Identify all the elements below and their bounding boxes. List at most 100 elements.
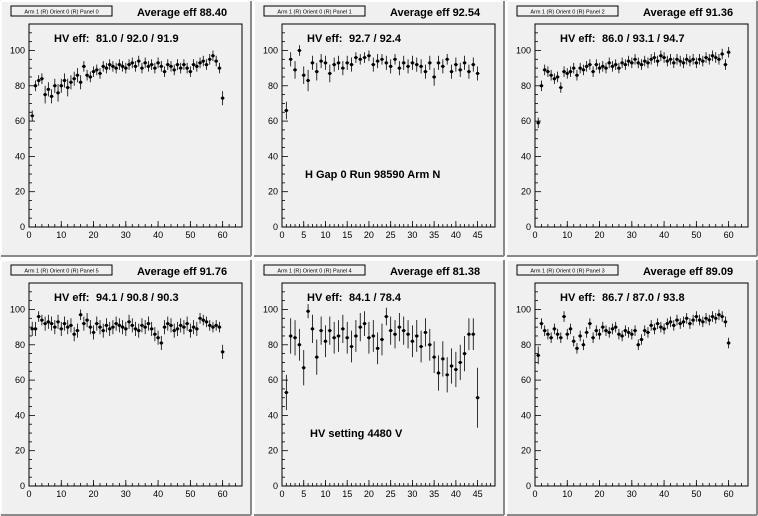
data-point (397, 325, 401, 329)
data-point (156, 336, 160, 340)
y-tick-label: 80 (268, 340, 278, 350)
x-tick-label: 0 (532, 489, 537, 499)
data-point (111, 325, 115, 329)
y-tick-label: 20 (268, 446, 278, 456)
data-point (630, 61, 634, 65)
data-point (617, 66, 621, 70)
data-point (572, 339, 576, 343)
x-tick-label: 35 (429, 489, 439, 499)
data-point (104, 66, 109, 70)
data-point (53, 84, 57, 88)
data-point (639, 337, 644, 342)
data-point (714, 55, 718, 60)
data-point (49, 94, 54, 98)
x-tick-label: 0 (279, 230, 284, 240)
data-point (362, 55, 367, 60)
hv-eff-label: HV eff: (560, 292, 595, 304)
panel-2: Arm 1 (R) Orient 0 (R) Panel 2 Average ef… (506, 0, 758, 257)
hv-eff-values: 86.0 / 93.1 / 94.7 (602, 33, 685, 45)
data-point (415, 63, 419, 67)
panel-4: Arm 1 (R) Orient 0 (R) Panel 4 Average ef… (253, 259, 505, 516)
data-point (701, 320, 705, 324)
y-tick-label: 100 (516, 45, 531, 55)
hv-eff-label: HV eff: (560, 33, 595, 45)
data-point (162, 325, 167, 329)
data-point (336, 61, 341, 65)
data-point (62, 78, 67, 83)
data-point (720, 52, 724, 56)
data-point (681, 320, 686, 324)
data-point (108, 63, 112, 67)
x-tick-label: 40 (153, 230, 163, 240)
data-point (717, 57, 721, 61)
data-point (714, 316, 718, 320)
data-point (380, 57, 384, 61)
x-tick-label: 20 (364, 230, 374, 240)
data-point (610, 64, 615, 68)
data-point (668, 57, 673, 61)
x-tick-label: 50 (185, 489, 195, 499)
data-point (166, 63, 170, 67)
data-point (214, 59, 218, 63)
data-point (552, 77, 556, 81)
data-point (349, 63, 354, 67)
data-point (685, 57, 689, 61)
panel-tag: Arm 1 (R) Orient 0 (R) Panel 3 (530, 268, 604, 274)
data-point (354, 55, 358, 60)
data-point (284, 390, 288, 395)
data-point (445, 373, 449, 377)
x-tick-label: 0 (532, 230, 537, 240)
data-point (172, 329, 176, 333)
data-point (546, 70, 550, 74)
data-point (717, 313, 721, 317)
data-point (471, 63, 475, 67)
y-tick-label: 60 (268, 116, 278, 126)
data-point (33, 327, 38, 331)
y-tick-label: 80 (15, 340, 25, 350)
data-point (323, 61, 328, 65)
y-tick-label: 0 (20, 222, 25, 232)
data-point (723, 320, 728, 324)
data-point (659, 325, 663, 329)
data-point (130, 61, 134, 65)
data-point (306, 309, 310, 313)
y-tick-label: 20 (521, 446, 531, 456)
data-point (704, 55, 708, 60)
data-point (328, 329, 332, 333)
data-point (332, 336, 336, 340)
data-point (685, 316, 689, 320)
data-point (349, 344, 354, 349)
data-point (467, 70, 471, 74)
data-point (376, 346, 380, 350)
x-tick-label: 40 (659, 489, 669, 499)
panel-tag: Arm 1 (R) Orient 0 (R) Panel 2 (530, 9, 604, 15)
panel-tag: Arm 1 (R) Orient 0 (R) Panel 0 (24, 9, 98, 15)
y-tick-label: 100 (516, 304, 531, 314)
data-point (53, 325, 57, 329)
data-point (319, 59, 323, 63)
data-point (146, 64, 151, 68)
data-point (204, 320, 209, 324)
x-tick-label: 10 (56, 489, 66, 499)
data-point (675, 318, 679, 322)
data-point (104, 323, 109, 327)
x-tick-label: 30 (121, 489, 131, 499)
annotation: H Gap 0 Run 98590 Arm N (305, 169, 440, 181)
y-tick-label: 80 (521, 81, 531, 91)
data-point (646, 61, 650, 65)
data-point (662, 55, 666, 60)
data-point (688, 59, 692, 63)
data-point (562, 314, 566, 319)
data-point (594, 329, 598, 333)
y-tick-label: 20 (15, 446, 25, 456)
data-point (649, 323, 653, 327)
data-point (636, 61, 640, 65)
data-point (585, 330, 589, 335)
x-tick-label: 50 (185, 230, 195, 240)
x-tick-label: 20 (595, 489, 605, 499)
data-point (572, 66, 576, 70)
panel-tag: Arm 1 (R) Orient 0 (R) Panel 1 (277, 9, 351, 15)
data-point (691, 57, 695, 61)
data-point (328, 71, 332, 76)
y-tick-label: 40 (521, 410, 531, 420)
